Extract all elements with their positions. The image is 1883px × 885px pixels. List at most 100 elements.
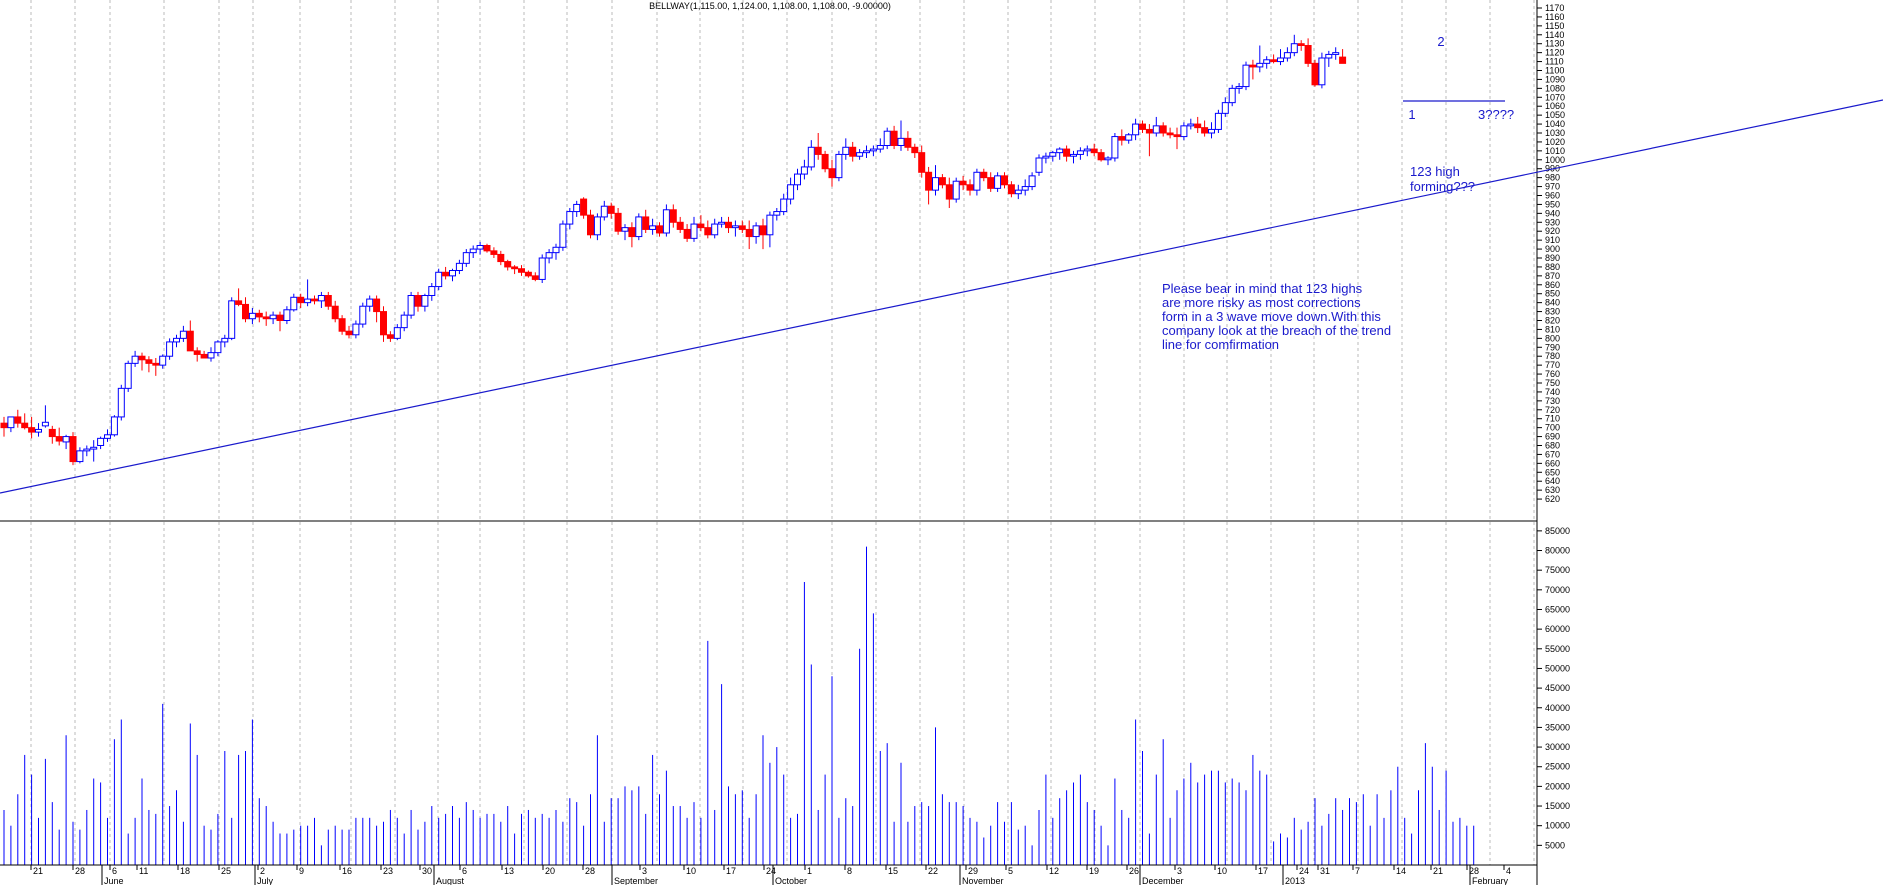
candle-body xyxy=(697,223,705,229)
wave-3-label: 3???? xyxy=(1478,107,1514,122)
candle-body xyxy=(1049,152,1057,157)
day-tick-label: 4 xyxy=(1506,866,1511,876)
price-tick-label: 1020 xyxy=(1545,137,1565,147)
candle-body xyxy=(317,295,325,302)
candle-body xyxy=(1173,134,1181,138)
candle-body xyxy=(28,427,36,433)
volume-tick-label: 35000 xyxy=(1545,722,1570,732)
price-tick-label: 900 xyxy=(1545,244,1560,254)
day-tick-label: 9 xyxy=(299,866,304,876)
price-tick-label: 1160 xyxy=(1545,12,1564,22)
price-tick-label: 1100 xyxy=(1545,66,1564,76)
candle-body xyxy=(1208,128,1215,134)
day-tick-label: 29 xyxy=(968,866,978,876)
volume-tick-label: 65000 xyxy=(1545,604,1570,614)
day-tick-label: 2 xyxy=(260,866,265,876)
candle-body xyxy=(511,266,519,270)
volume-tick-label: 10000 xyxy=(1545,821,1570,831)
candle-body xyxy=(1166,132,1174,136)
volume-tick-label: 60000 xyxy=(1545,624,1570,634)
candle-body xyxy=(945,184,953,200)
price-tick-label: 640 xyxy=(1545,476,1560,486)
candle-body xyxy=(621,227,629,232)
candle-body xyxy=(1063,148,1071,157)
day-tick-label: 14 xyxy=(1396,866,1406,876)
price-tick-label: 840 xyxy=(1545,298,1560,308)
candle-body xyxy=(1132,123,1140,136)
candle-body xyxy=(1263,59,1271,64)
candle-body xyxy=(338,318,346,332)
candle-body xyxy=(55,436,63,442)
day-tick-label: 22 xyxy=(928,866,938,876)
price-tick-label: 1010 xyxy=(1545,146,1565,156)
candle-body xyxy=(794,173,801,186)
day-tick-label: 31 xyxy=(1320,866,1330,876)
candle-body xyxy=(759,225,767,236)
note-line-1: Please bear in mind that 123 highs xyxy=(1162,281,1363,296)
day-tick-label: 13 xyxy=(504,866,514,876)
candle-body xyxy=(600,205,608,218)
day-tick-label: 20 xyxy=(545,866,555,876)
candle-body xyxy=(828,168,836,179)
price-tick-label: 1060 xyxy=(1545,101,1565,111)
candlestick-series xyxy=(0,34,1347,466)
candle-body xyxy=(373,298,381,313)
date-axis: 21 28 6 11 18 25 2 9 16 23 30 6 13 20 28 3 10 17 24 1 8 15 22 2… xyxy=(30,865,1511,885)
candle-body xyxy=(0,422,8,429)
candle-body xyxy=(1283,52,1291,59)
candle-body xyxy=(173,337,180,343)
candle-body xyxy=(1290,43,1298,54)
candle-body xyxy=(1201,127,1209,134)
candle-body xyxy=(131,355,139,364)
candle-body xyxy=(414,295,422,307)
candle-body xyxy=(1145,128,1153,134)
candle-body xyxy=(166,341,174,357)
day-tick-label: 1 xyxy=(807,866,812,876)
candle-body xyxy=(1125,134,1133,141)
candle-body xyxy=(994,175,1002,189)
candle-body xyxy=(890,130,898,146)
candle-body xyxy=(359,305,367,325)
volume-tick-label: 15000 xyxy=(1545,801,1570,811)
price-tick-label: 790 xyxy=(1545,342,1560,352)
price-tick-label: 910 xyxy=(1545,235,1560,245)
price-tick-label: 1040 xyxy=(1545,119,1565,129)
candle-body xyxy=(1070,153,1077,157)
candle-body xyxy=(980,171,988,179)
candle-body xyxy=(407,295,415,316)
candle-body xyxy=(1007,184,1015,195)
day-tick-label: 24 xyxy=(1299,866,1309,876)
candle-body xyxy=(117,387,125,418)
candle-body xyxy=(428,286,436,297)
candle-body xyxy=(1056,148,1064,154)
candle-body xyxy=(393,327,401,339)
candle-body xyxy=(863,150,870,154)
candle-body xyxy=(200,353,208,359)
candle-body xyxy=(345,330,353,336)
candle-body xyxy=(1097,152,1105,161)
day-tick-label: 16 xyxy=(342,866,352,876)
day-tick-label: 15 xyxy=(888,866,898,876)
volume-tick-label: 70000 xyxy=(1545,585,1570,595)
candle-body xyxy=(421,295,429,307)
price-tick-label: 890 xyxy=(1545,253,1560,263)
candle-body xyxy=(283,309,291,321)
day-tick-label: 25 xyxy=(221,866,231,876)
candle-body xyxy=(1332,52,1340,55)
candle-body xyxy=(1076,150,1084,155)
vertical-grid xyxy=(30,0,1535,865)
candle-body xyxy=(490,250,498,255)
candle-body xyxy=(662,209,670,234)
candle-body xyxy=(642,216,650,230)
month-label: December xyxy=(1142,876,1184,885)
candle-body xyxy=(849,146,857,157)
day-tick-label: 8 xyxy=(847,866,852,876)
candle-body xyxy=(932,177,939,191)
candle-body xyxy=(21,422,29,429)
candle-body xyxy=(559,223,567,248)
price-tick-label: 810 xyxy=(1545,324,1560,334)
candle-body xyxy=(1187,123,1195,127)
candle-body xyxy=(1311,62,1319,86)
candle-body xyxy=(1318,57,1326,86)
